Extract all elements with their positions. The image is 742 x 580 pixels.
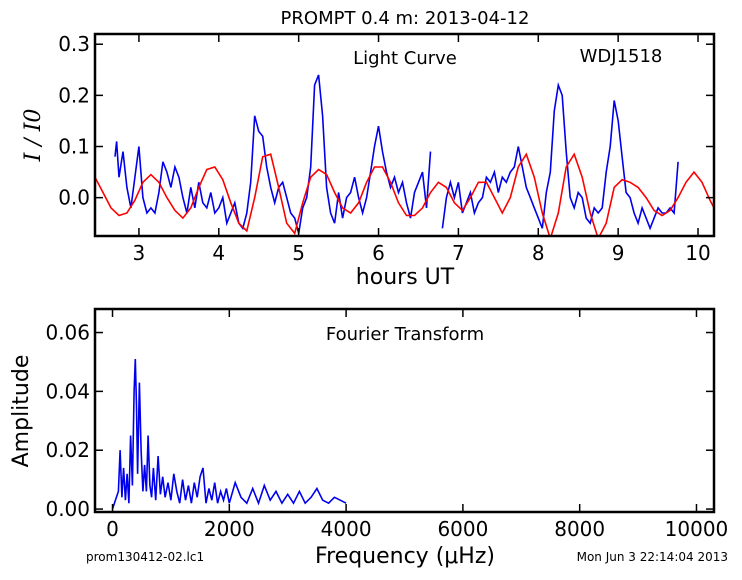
lc-xtick-label-6: 9 — [612, 241, 625, 265]
light-curve-xlabel: hours UT — [356, 265, 455, 290]
ft-ytick-label-1: 0.02 — [45, 438, 90, 462]
light-curve-ylabel: I / I0 — [21, 109, 46, 163]
lc-ytick-label-1: 0.1 — [58, 135, 90, 159]
light-curve-ticks: 3 4 5 6 7 8 9 10 0.0 0.1 0.2 0.3 — [58, 32, 714, 265]
ft-xtick-label-4: 8000 — [554, 517, 605, 541]
fourier-lines — [111, 358, 347, 510]
lc-series-1 — [441, 81, 679, 231]
ft-xtick-label-2: 4000 — [321, 517, 372, 541]
lc-xtick-label-1: 4 — [212, 241, 225, 265]
light-curve-annotation: WDJ1518 — [580, 46, 663, 67]
ft-xtick-label-5: 10000 — [665, 517, 729, 541]
lc-ytick-label-2: 0.2 — [58, 83, 90, 107]
ft-ytick-label-0: 0.00 — [45, 497, 90, 521]
fourier-frame — [93, 307, 716, 514]
lc-xtick-label-2: 5 — [292, 241, 305, 265]
fourier-panel: 0 2000 4000 6000 8000 10000 0.00 0.02 0.04 0.06 F… — [9, 307, 728, 569]
fourier-xlabel: Frequency (μHz) — [315, 544, 495, 569]
lc-ytick-label-0: 0.0 — [58, 186, 90, 210]
ft-xtick-label-0: 0 — [106, 517, 119, 541]
lc-xtick-label-5: 8 — [532, 241, 545, 265]
lc-ytick-label-3: 0.3 — [58, 32, 90, 56]
ft-xtick-label-1: 2000 — [204, 517, 255, 541]
footer-timestamp: Mon Jun 3 22:14:04 2013 — [577, 550, 728, 564]
fourier-ticks: 0 2000 4000 6000 8000 10000 0.00 0.02 0.04 0.06 — [45, 309, 728, 541]
lc-xtick-label-0: 3 — [133, 241, 146, 265]
ft-xtick-label-3: 6000 — [437, 517, 488, 541]
fourier-title: Fourier Transform — [326, 324, 484, 345]
lc-xtick-label-4: 7 — [452, 241, 465, 265]
lc-xtick-label-7: 10 — [685, 241, 710, 265]
lc-series-0 — [114, 74, 432, 234]
light-curve-frame — [93, 32, 716, 238]
light-curve-lines — [95, 74, 714, 236]
ft-series-0 — [111, 358, 347, 510]
fourier-ylabel: Amplitude — [9, 355, 34, 468]
footer-filename: prom130412-02.lc1 — [86, 550, 204, 564]
lc-xtick-label-3: 6 — [372, 241, 385, 265]
light-curve-panel: 3 4 5 6 7 8 9 10 0.0 0.1 0.2 0.3 Light Curve WDJ151… — [21, 32, 716, 290]
ft-ytick-label-3: 0.06 — [45, 321, 90, 345]
ft-ytick-label-2: 0.04 — [45, 379, 90, 403]
light-curve-title: Light Curve — [353, 48, 457, 69]
page-title: PROMPT 0.4 m: 2013-04-12 — [281, 8, 530, 29]
lc-series-2 — [95, 152, 714, 236]
